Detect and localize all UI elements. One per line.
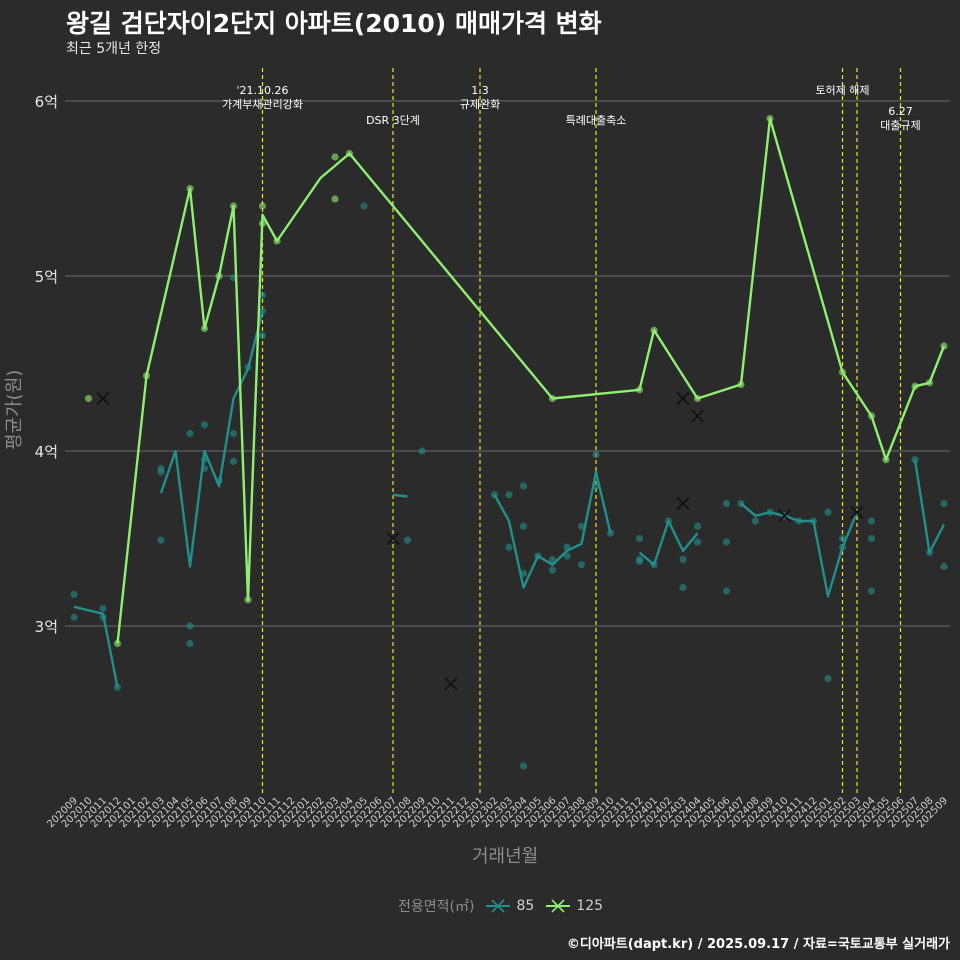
event-label: DSR 3단계 bbox=[366, 114, 420, 127]
series-85-cross-stroke bbox=[386, 531, 400, 546]
series-85-point bbox=[751, 517, 760, 525]
series-85-point bbox=[577, 522, 586, 530]
series-85-cross-stroke bbox=[444, 677, 458, 691]
series-85-point bbox=[229, 429, 238, 438]
y-tick-label: 5억 bbox=[35, 268, 58, 286]
series-85-point bbox=[200, 421, 209, 429]
event-label: 토허제 해제 bbox=[815, 83, 869, 97]
event-label: '21.10.26 가계부채관리강화 bbox=[222, 84, 303, 111]
series-85-cross-stroke bbox=[676, 496, 690, 511]
legend: 전용면적(㎡) 85 125 bbox=[398, 896, 603, 916]
series-85-cross-stroke bbox=[850, 505, 864, 519]
series-85-point bbox=[577, 561, 586, 569]
series-85-point bbox=[505, 543, 513, 551]
chart-subtitle: 최근 5개년 한정 bbox=[66, 41, 162, 57]
series-125-point bbox=[331, 195, 339, 203]
legend-title: 전용면적(㎡) bbox=[398, 899, 475, 915]
legend-label-85: 85 bbox=[516, 898, 535, 914]
series-85-cross-marker bbox=[676, 496, 690, 511]
series-125-point bbox=[331, 153, 339, 161]
series-85-point bbox=[722, 499, 731, 508]
series-85-point bbox=[635, 557, 644, 565]
series-85-point bbox=[693, 538, 702, 546]
x-axis-title: 거래년월 bbox=[472, 846, 539, 867]
series-85-point bbox=[519, 762, 528, 770]
chart-title: 왕길 검단자이2단지 아파트(2010) 매매가격 변화 bbox=[66, 9, 602, 38]
series-85-point bbox=[258, 331, 267, 340]
legend-key-85 bbox=[486, 899, 511, 913]
series-125-cross-marker bbox=[690, 409, 705, 423]
series-85-cross-stroke bbox=[777, 509, 792, 523]
series-85-point bbox=[519, 522, 528, 530]
event-label: 1.3 규제완화 bbox=[460, 84, 500, 111]
series-85-point bbox=[70, 590, 78, 599]
data-marks bbox=[70, 114, 948, 770]
series-85-point bbox=[360, 202, 368, 210]
series-85-point bbox=[867, 534, 876, 543]
series-85-point bbox=[867, 517, 876, 525]
series-85-point bbox=[186, 622, 194, 630]
series-85-point bbox=[940, 499, 948, 508]
series-85-point bbox=[940, 562, 948, 571]
y-axis-ticks: 3억 4억 5억 6억 bbox=[35, 93, 58, 636]
legend-label-125: 125 bbox=[576, 898, 604, 914]
series-85-point bbox=[505, 491, 513, 499]
series-85-point bbox=[722, 587, 731, 595]
series-85-point bbox=[722, 538, 731, 546]
series-85-line bbox=[740, 502, 859, 598]
series-85-point bbox=[693, 522, 702, 530]
series-85-point bbox=[99, 604, 107, 613]
series-125-point bbox=[258, 202, 267, 210]
series-85-point bbox=[70, 613, 78, 621]
y-tick-label: 4억 bbox=[35, 443, 58, 461]
series-125-cross-stroke bbox=[96, 391, 110, 406]
series-85-point bbox=[403, 536, 412, 544]
series-85-cross-marker bbox=[444, 677, 458, 691]
series-125-cross-stroke bbox=[690, 409, 705, 423]
series-125-cross-marker bbox=[96, 391, 110, 406]
series-85-point bbox=[824, 508, 832, 516]
x-axis-ticks: 2020092020102020112020122021012021022021… bbox=[45, 795, 950, 830]
y-tick-label: 3억 bbox=[35, 618, 58, 636]
series-85-point bbox=[229, 457, 238, 466]
series-85-point bbox=[157, 536, 165, 544]
series-85-line bbox=[159, 310, 264, 568]
grid-lines bbox=[65, 100, 950, 627]
series-85-point bbox=[679, 583, 687, 592]
series-85-cross-marker bbox=[777, 509, 792, 523]
series-85-point bbox=[867, 587, 876, 595]
series-85-point bbox=[548, 555, 557, 564]
series-125-cross-marker bbox=[676, 391, 690, 406]
series-125-point bbox=[84, 394, 93, 403]
series-85-line bbox=[493, 470, 612, 589]
legend-key-125 bbox=[546, 899, 571, 913]
series-85-point bbox=[824, 674, 832, 683]
series-85-point bbox=[157, 464, 165, 473]
series-85-point bbox=[635, 534, 644, 543]
series-85-cross-marker bbox=[850, 505, 864, 519]
series-85-point bbox=[592, 450, 600, 459]
series-125-line bbox=[116, 117, 946, 644]
series-85-line bbox=[392, 493, 408, 498]
series-85-cross-marker bbox=[386, 531, 400, 546]
series-85-line bbox=[638, 519, 699, 566]
series-85-point bbox=[186, 429, 194, 438]
source-caption: ©디아파트(dapt.kr) / 2025.09.17 / 자료=국토교통부 실… bbox=[566, 937, 950, 952]
event-lines bbox=[261, 68, 902, 793]
series-85-point bbox=[418, 447, 426, 455]
y-tick-label: 6억 bbox=[35, 93, 58, 111]
series-85-line bbox=[913, 459, 946, 554]
series-125-cross-stroke bbox=[676, 391, 690, 406]
series-85-point bbox=[548, 566, 557, 574]
event-label: 6.27 대출규제 bbox=[880, 105, 920, 132]
series-85-point bbox=[186, 639, 194, 648]
series-85-point bbox=[519, 482, 528, 490]
series-85-line bbox=[73, 605, 119, 688]
event-label: 특례대출축소 bbox=[566, 114, 627, 127]
series-85-point bbox=[679, 555, 687, 564]
y-axis-title: 평균가(원) bbox=[4, 369, 25, 450]
